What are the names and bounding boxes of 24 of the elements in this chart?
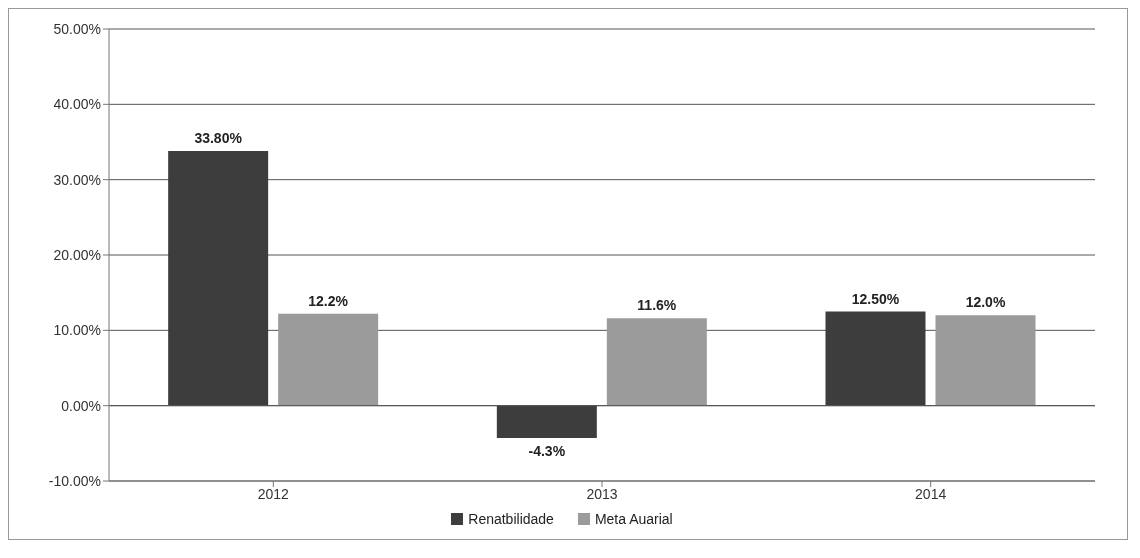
x-tick-label: 2013: [586, 485, 618, 502]
x-tick-label: 2014: [915, 485, 947, 502]
y-tick-label: 0.00%: [61, 397, 101, 414]
y-tick-label: 30.00%: [53, 171, 101, 188]
bar: [496, 405, 597, 439]
data-label: 12.2%: [308, 292, 349, 309]
y-tick-label: 40.00%: [53, 96, 101, 113]
bar: [935, 315, 1036, 406]
data-label: 12.0%: [965, 294, 1006, 311]
bar: [278, 313, 379, 406]
data-label: -4.3%: [528, 443, 566, 460]
bar: [825, 311, 926, 406]
data-label: 33.80%: [194, 130, 243, 147]
data-label: 12.50%: [851, 290, 900, 307]
x-tick-label: 2012: [257, 485, 290, 502]
y-tick-label: 20.00%: [53, 246, 101, 263]
data-label: 11.6%: [637, 297, 677, 314]
bar: [606, 318, 707, 406]
y-tick-label: 10.00%: [53, 322, 101, 339]
legend-label: Meta Auarial: [594, 511, 673, 527]
bar: [168, 151, 269, 406]
y-tick-label: -10.00%: [48, 472, 101, 489]
y-tick-label: 50.00%: [53, 20, 101, 37]
legend-label: Renatbilidade: [468, 511, 554, 527]
